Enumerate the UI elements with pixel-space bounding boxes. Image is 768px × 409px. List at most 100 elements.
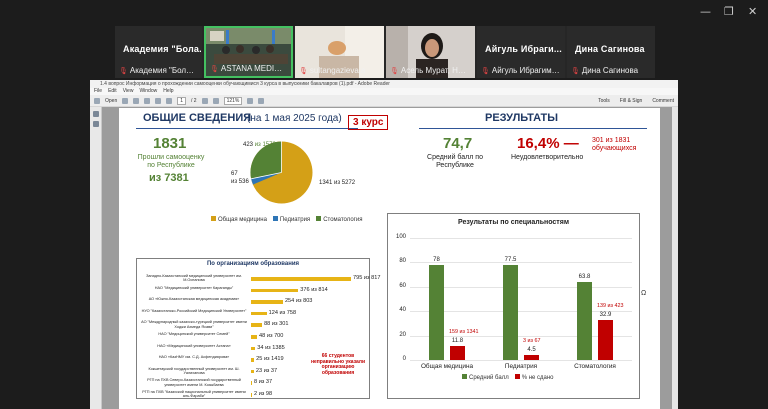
gridline bbox=[410, 262, 632, 264]
org-value: 2 из 98 bbox=[254, 391, 273, 397]
gridline bbox=[410, 311, 632, 313]
org-value: 25 из 1419 bbox=[256, 356, 284, 363]
participant-tile[interactable]: Академия "Бола... 🎙Академия "Болашак" bbox=[115, 26, 202, 78]
org-name: РГП на ПХВ Северо-Казахстанский государс… bbox=[147, 378, 241, 387]
bar-avg-score bbox=[577, 282, 592, 360]
org-bar bbox=[251, 277, 351, 281]
window-title: 1.4 вопрос Информация о прохождении само… bbox=[90, 80, 678, 88]
org-name: НАО «Медицинский университет Астана» bbox=[157, 343, 231, 348]
gridline bbox=[410, 360, 632, 361]
x-category-label: Педиатрия bbox=[504, 363, 538, 370]
course-badge: 3 курс bbox=[348, 115, 389, 130]
org-name: НАО "Медицинский университет Семей" bbox=[158, 332, 230, 336]
unsatisfactory-label: Неудовлетворительно bbox=[511, 154, 584, 161]
shared-screen-pdf-viewer: 1.4 вопрос Информация о прохождении само… bbox=[90, 80, 678, 409]
comment-pane-button[interactable]: Comment bbox=[652, 97, 674, 104]
participant-display-name: Академия "Бола... bbox=[123, 44, 202, 54]
menu-edit[interactable]: Edit bbox=[108, 88, 117, 94]
open-button[interactable]: Open bbox=[105, 97, 118, 104]
avg-score-value: 74,7 bbox=[443, 135, 473, 152]
muted-mic-icon: 🎙 bbox=[119, 68, 128, 75]
org-bar bbox=[251, 311, 267, 316]
minimize-icon[interactable]: — bbox=[700, 5, 711, 18]
participant-display-name: Айгуль Ибраги... bbox=[485, 44, 562, 54]
pie-label-dentistry: 423 из 1573 bbox=[243, 142, 276, 148]
x-category-label: Стоматология bbox=[574, 363, 616, 370]
next-page-icon[interactable] bbox=[166, 97, 173, 104]
y-tick-label: 0 bbox=[402, 356, 406, 362]
participant-tile[interactable]: Дина Сагинова 🎙 Дина Сагинова bbox=[567, 26, 655, 78]
bar-fail-rate bbox=[598, 319, 613, 360]
menu-help[interactable]: Help bbox=[163, 88, 174, 94]
participant-tile-active-speaker[interactable]: 🎙ASTANA MEDICAL UNIV... bbox=[204, 26, 293, 78]
org-bar bbox=[251, 358, 255, 362]
chart-legend: Средний балл % не сдано bbox=[462, 374, 554, 381]
restore-icon[interactable]: ❐ bbox=[724, 5, 734, 18]
pie-label-pediatrics: 67 из 536 bbox=[231, 171, 249, 185]
org-bar bbox=[251, 300, 283, 304]
pdf-page: ОБЩИЕ СВЕДЕНИЯ (на 1 мая 2025 года) 3 ку… bbox=[119, 108, 660, 409]
org-row: НУО "Казахстанско-Российский Медицинский… bbox=[137, 308, 369, 319]
menu-window[interactable]: Window bbox=[139, 88, 158, 94]
org-name: НАО "Медицинский университет Караганды" bbox=[154, 285, 234, 290]
organizations-chart-title: По организациям образования bbox=[206, 261, 300, 267]
bar-value-label: 77.5 bbox=[504, 257, 517, 264]
org-value: 23 из 37 bbox=[255, 367, 278, 374]
y-tick-label: 60 bbox=[399, 282, 406, 289]
zoom-in-icon[interactable] bbox=[212, 97, 219, 104]
save-icon[interactable] bbox=[122, 97, 129, 104]
participant-caption: 🎙 sultangazieva.a bbox=[299, 66, 366, 75]
vertical-scrollbar[interactable] bbox=[672, 107, 678, 409]
org-name: НАО «КазНМУ им. С.Д. Асфендиярова» bbox=[158, 355, 230, 360]
org-row: АО «Южно-Казахстанская медицинская акаде… bbox=[137, 296, 369, 307]
participant-tile[interactable]: 🎙 sultangazieva.a bbox=[295, 26, 384, 78]
participant-caption: 🎙 Айгуль Ибрагимова bbox=[481, 66, 561, 75]
page-number-input[interactable]: 1 bbox=[177, 96, 187, 105]
org-value: 795 из 817 bbox=[353, 275, 381, 281]
fail-count-annotation: 159 из 1341 bbox=[449, 328, 479, 335]
org-bar bbox=[251, 288, 299, 293]
zoom-level-select[interactable]: 121% bbox=[223, 96, 243, 105]
fit-page-icon[interactable] bbox=[247, 97, 254, 104]
organizations-chart: По организациям образования Западно-Каза… bbox=[136, 258, 380, 399]
comment-icon[interactable] bbox=[258, 97, 265, 104]
pages-panel-icon[interactable] bbox=[93, 111, 99, 117]
legend-item: Средний балл bbox=[462, 374, 509, 381]
prev-page-icon[interactable] bbox=[155, 97, 162, 104]
results-underline bbox=[419, 128, 647, 129]
bar-fail-rate bbox=[524, 354, 539, 360]
legend-item: % не сдано bbox=[514, 374, 554, 381]
participant-caption: 🎙 Дина Сагинова bbox=[571, 66, 639, 75]
org-value: 376 из 814 bbox=[300, 286, 328, 293]
results-title: РЕЗУЛЬТАТЫ bbox=[485, 112, 558, 124]
document-area: ОБЩИЕ СВЕДЕНИЯ (на 1 мая 2025 года) 3 ку… bbox=[90, 107, 678, 409]
org-value: 124 из 758 bbox=[268, 309, 297, 316]
org-row: НАО "Медицинский университет Караганды" 3… bbox=[137, 285, 369, 296]
menu-bar: File Edit View Window Help bbox=[90, 88, 678, 95]
bar-avg-score bbox=[503, 265, 518, 360]
print-icon[interactable] bbox=[133, 97, 140, 104]
muted-mic-icon: 🎙 bbox=[571, 68, 580, 75]
email-icon[interactable] bbox=[144, 97, 151, 104]
participant-tile[interactable]: 🎙Асель Мурат, ННЦРЗ bbox=[386, 26, 475, 78]
bar-fail-rate bbox=[450, 345, 465, 360]
tools-pane-button[interactable]: Tools bbox=[598, 97, 610, 104]
legend-item: Стоматология bbox=[316, 216, 362, 223]
close-icon[interactable]: ✕ bbox=[748, 5, 758, 18]
menu-file[interactable]: File bbox=[94, 88, 103, 94]
fill-sign-pane-button[interactable]: Fill & Sign bbox=[619, 97, 643, 104]
open-icon bbox=[94, 97, 100, 104]
attachments-panel-icon[interactable] bbox=[93, 121, 99, 127]
gridline bbox=[410, 286, 632, 288]
org-value: 34 из 1385 bbox=[257, 344, 285, 351]
org-value: 254 из 803 bbox=[284, 298, 313, 305]
org-bar bbox=[251, 381, 252, 385]
org-bar bbox=[251, 393, 252, 397]
bar-value-label: 32.9 bbox=[599, 311, 612, 318]
menu-view[interactable]: View bbox=[122, 88, 134, 94]
zoom-out-icon[interactable] bbox=[201, 97, 208, 104]
org-bar bbox=[251, 369, 254, 374]
participant-tile[interactable]: Айгуль Ибраги... 🎙 Айгуль Ибрагимова bbox=[477, 26, 565, 78]
org-value: 48 из 700 bbox=[259, 333, 284, 339]
participant-video bbox=[206, 28, 291, 76]
